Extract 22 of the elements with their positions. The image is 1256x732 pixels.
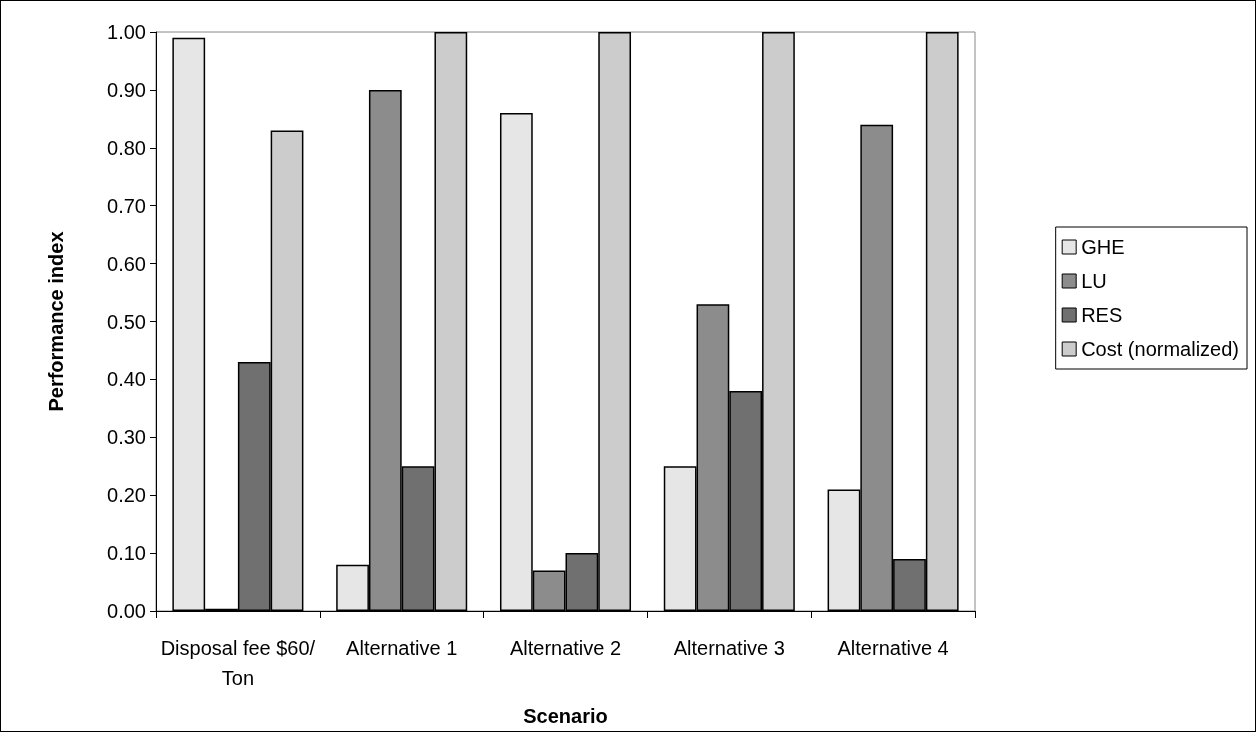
- x-tick-label: Alternative 2: [509, 637, 622, 659]
- y-tick-label: 0.00: [107, 600, 146, 622]
- y-tick-label: 0.20: [107, 484, 146, 507]
- legend-label: GHE: [1081, 236, 1125, 258]
- x-tick-label: Alternative 3: [673, 637, 785, 659]
- y-axis-title: Performance index: [45, 231, 67, 412]
- y-tick-label: 0.40: [107, 368, 146, 391]
- y-tick-label: 0.10: [107, 542, 146, 565]
- y-tick-label: 0.60: [107, 252, 146, 275]
- y-tick-label: 1.00: [107, 21, 146, 43]
- y-tick-label: 0.90: [107, 78, 146, 101]
- legend-label: LU: [1081, 270, 1107, 292]
- x-tick-label: Disposal fee $60/Ton: [160, 637, 316, 689]
- legend-label: Cost (normalized): [1081, 338, 1240, 360]
- y-tick-label: 0.30: [107, 426, 146, 449]
- y-tick-label: 0.50: [107, 310, 146, 333]
- y-tick-label: 0.70: [107, 194, 146, 217]
- x-tick-label: Alternative 1: [346, 637, 458, 659]
- y-tick-label: 0.80: [107, 136, 146, 159]
- legend-label: RES: [1081, 304, 1123, 326]
- x-tick-label: Alternative 4: [837, 637, 949, 659]
- x-axis-title: Scenario: [523, 705, 608, 727]
